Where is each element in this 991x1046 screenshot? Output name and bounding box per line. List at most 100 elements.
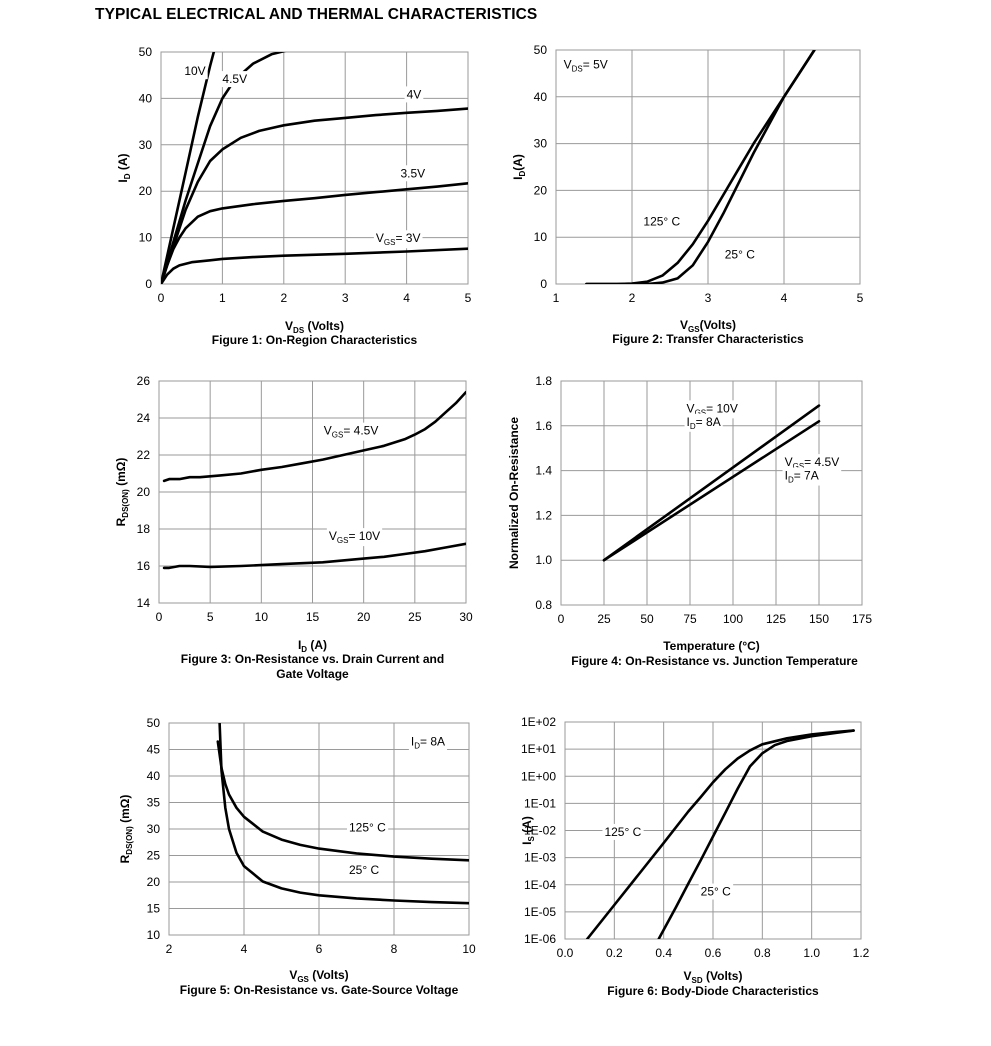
series-annotation: 4V	[404, 86, 424, 103]
y-tick-label: 1E+02	[521, 715, 556, 729]
series-annotation: VGS= 4.5V	[321, 422, 381, 441]
y-tick-label: 50	[147, 716, 161, 730]
y-tick-label: 15	[147, 902, 161, 916]
series-line	[585, 50, 816, 284]
y-tick-label: 14	[137, 596, 151, 610]
svg-text:VGS= 10V: VGS= 10V	[329, 529, 380, 545]
x-tick-label: 8	[391, 942, 398, 956]
y-tick-label: 30	[534, 137, 548, 151]
x-tick-label: 5	[465, 291, 472, 305]
y-axis-label: IS (A)	[520, 816, 536, 845]
svg-text:ID= 8A: ID= 8A	[687, 415, 721, 431]
x-tick-label: 50	[640, 612, 654, 626]
series-annotation: ID= 8A	[684, 413, 723, 432]
y-tick-label: 16	[137, 559, 151, 573]
plot-frame	[560, 380, 863, 606]
x-tick-label: 30	[459, 610, 473, 624]
y-tick-label: 1E-01	[524, 796, 556, 810]
svg-text:125° C: 125° C	[604, 825, 641, 839]
x-tick-label: 15	[306, 610, 320, 624]
y-tick-label: 30	[139, 138, 153, 152]
x-tick-label: 10	[462, 942, 476, 956]
series-line	[161, 52, 287, 284]
series-line	[585, 729, 855, 939]
x-tick-label: 5	[207, 610, 214, 624]
series-line	[602, 420, 821, 562]
y-tick-label: 35	[147, 796, 161, 810]
y-tick-label: 1E+01	[521, 742, 556, 756]
x-tick-label: 0.8	[754, 946, 771, 960]
y-tick-label: 1E-05	[524, 905, 556, 919]
figure-caption: Figure 2: Transfer Characteristics	[612, 332, 804, 346]
x-tick-label: 20	[357, 610, 371, 624]
y-axis-label: RDS(ON) (mΩ)	[114, 458, 130, 527]
x-axis-label: VDS (Volts)	[285, 319, 344, 335]
series-line	[216, 740, 469, 862]
plot-frame	[160, 51, 469, 285]
y-tick-label: 1.2	[535, 508, 552, 522]
y-axis-label: RDS(ON) (mΩ)	[118, 795, 134, 864]
series-annotation: VDS= 5V	[561, 56, 610, 75]
y-tick-label: 18	[137, 522, 151, 536]
series-annotation: 25° C	[722, 246, 758, 263]
svg-text:VGS= 4.5V: VGS= 4.5V	[324, 424, 379, 440]
x-axis-label: VSD (Volts)	[684, 969, 743, 985]
plot-frame	[564, 721, 862, 940]
x-tick-label: 125	[766, 612, 786, 626]
figure-caption: Figure 6: Body-Diode Characteristics	[607, 984, 819, 998]
x-tick-label: 25	[408, 610, 422, 624]
y-tick-label: 0	[145, 277, 152, 291]
svg-text:3.5V: 3.5V	[400, 166, 425, 180]
series-annotation: VGS= 10V	[326, 528, 383, 547]
y-tick-label: 1.6	[535, 419, 552, 433]
x-tick-label: 1	[553, 291, 560, 305]
y-tick-label: 26	[137, 374, 151, 388]
plot-frame	[158, 380, 467, 604]
svg-text:4V: 4V	[407, 87, 422, 101]
series-line	[657, 729, 855, 939]
plot-frame	[168, 722, 470, 936]
y-tick-label: 1E-04	[524, 878, 556, 892]
x-tick-label: 1.2	[853, 946, 870, 960]
svg-text:VGS= 3V: VGS= 3V	[376, 231, 421, 247]
x-tick-label: 3	[342, 291, 349, 305]
x-axis-label: Temperature (°C)	[663, 639, 760, 653]
y-axis-label: ID (A)	[116, 153, 132, 182]
x-tick-label: 4	[781, 291, 788, 305]
figure-caption: Figure 4: On-Resistance vs. Junction Tem…	[571, 654, 858, 668]
series-annotation: VGS= 3V	[373, 230, 423, 249]
series-line	[585, 50, 816, 284]
x-tick-label: 4	[241, 942, 248, 956]
y-axis-label: ID(A)	[511, 154, 527, 180]
svg-text:125° C: 125° C	[643, 215, 680, 229]
x-tick-label: 10	[255, 610, 269, 624]
page-title: TYPICAL ELECTRICAL AND THERMAL CHARACTER…	[95, 6, 538, 23]
x-tick-label: 1	[219, 291, 226, 305]
x-tick-label: 2	[629, 291, 636, 305]
y-tick-label: 30	[147, 822, 161, 836]
x-tick-label: 100	[723, 612, 743, 626]
y-tick-label: 20	[147, 875, 161, 889]
y-tick-label: 0	[540, 277, 547, 291]
series-annotation: 3.5V	[398, 165, 428, 182]
y-tick-label: 20	[534, 183, 548, 197]
series-annotation: 125° C	[347, 819, 389, 836]
x-tick-label: 2	[280, 291, 287, 305]
y-tick-label: 25	[147, 849, 161, 863]
x-tick-label: 3	[705, 291, 712, 305]
series-line	[602, 404, 821, 562]
svg-text:10V: 10V	[184, 64, 205, 78]
y-tick-label: 50	[534, 43, 548, 57]
y-tick-label: 20	[137, 485, 151, 499]
series-line	[162, 390, 466, 483]
svg-text:125° C: 125° C	[349, 821, 386, 835]
y-tick-label: 1E-06	[524, 932, 556, 946]
y-tick-label: 1E-03	[524, 851, 556, 865]
series-line	[161, 247, 468, 284]
x-tick-label: 0.6	[705, 946, 722, 960]
x-tick-label: 0.2	[606, 946, 623, 960]
series-annotation: ID= 7A	[782, 467, 821, 486]
y-tick-label: 1E-02	[524, 824, 556, 838]
